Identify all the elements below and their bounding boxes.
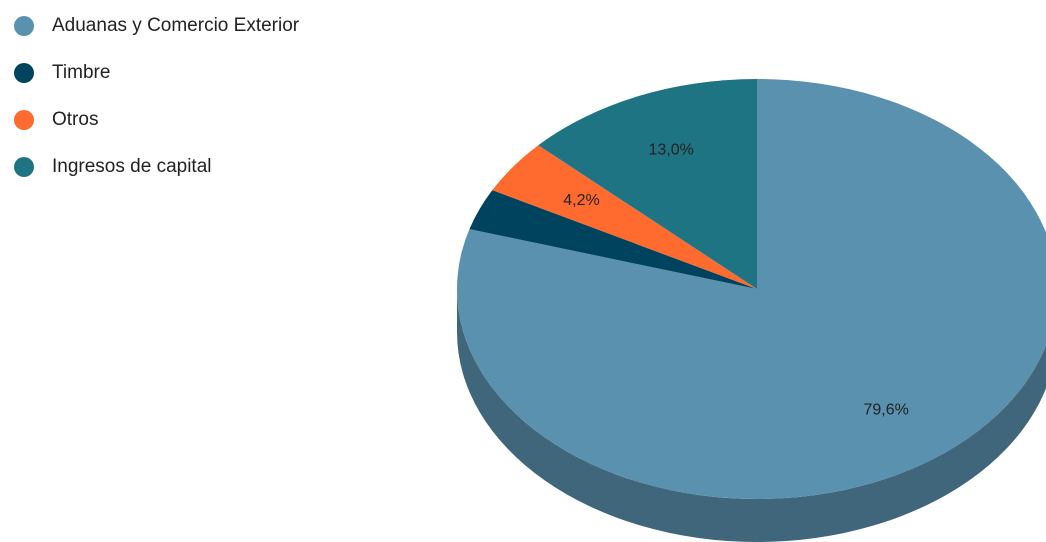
pie-slice <box>456 79 1046 499</box>
data-label: 4,2% <box>563 192 599 209</box>
legend-label: Timbre <box>52 62 110 83</box>
legend-marker <box>14 63 34 83</box>
legend-label: Otros <box>52 109 98 130</box>
pie-slice <box>492 145 757 289</box>
data-label: 13,0% <box>649 141 694 158</box>
pie-side <box>457 289 1046 542</box>
legend-marker <box>14 157 34 177</box>
legend-label: Aduanas y Comercio Exterior <box>52 15 300 36</box>
pie-slice <box>469 190 757 289</box>
legend-marker <box>14 110 34 130</box>
pie-slice <box>538 79 757 289</box>
legend-label: Ingresos de capital <box>52 156 212 177</box>
data-label: 79,6% <box>863 401 908 418</box>
legend-marker <box>14 16 34 36</box>
